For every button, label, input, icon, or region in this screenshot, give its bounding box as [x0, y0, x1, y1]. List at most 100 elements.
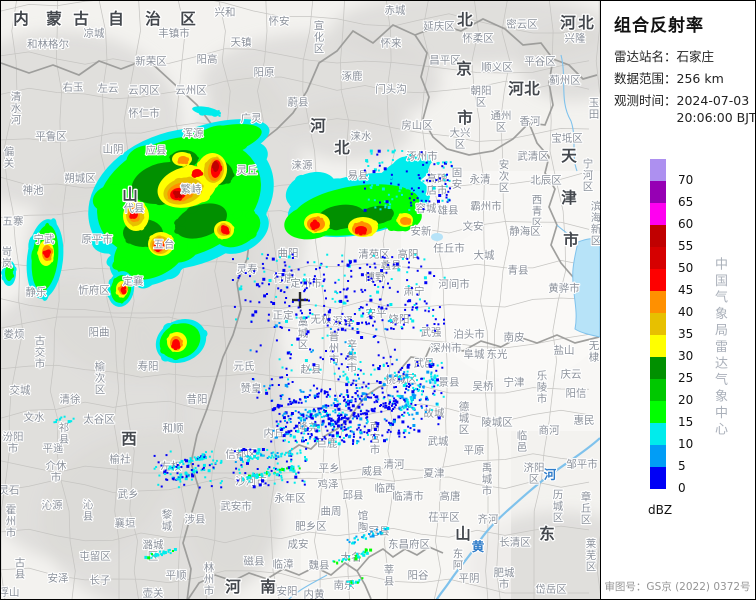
map-label: 寿阳 [138, 360, 159, 373]
map-label: 香河 [520, 116, 541, 128]
metadata-row: 观测时间： 2024-07-03 20:06:00 BJT [614, 93, 755, 127]
map-label: 武安市 [220, 500, 252, 513]
map-label: 区 [314, 43, 325, 55]
map-label: 安泽 [48, 572, 69, 585]
map-label: 邑 [517, 441, 528, 453]
map-label: 丰镇市 [158, 27, 190, 40]
map-label: 区 [581, 514, 592, 526]
map-label: 次 [95, 372, 106, 385]
field-value: 石家庄 [676, 49, 715, 64]
map-label: 元氏 [234, 361, 255, 373]
map-label: 屯留区 [79, 550, 111, 563]
map-label: 城 [459, 413, 470, 425]
map-label: 岚 [2, 257, 13, 269]
province-label: 治 [145, 9, 161, 28]
field-value: 256 km [676, 70, 724, 86]
map-label: 武城 [428, 435, 449, 448]
map-label: 古 [35, 334, 46, 347]
legend-swatch [650, 181, 666, 203]
map-label: 市 [537, 392, 548, 405]
field-label: 数据范围： [614, 70, 677, 86]
map-label: 深州市 [430, 342, 462, 355]
map-label: 雄县 [438, 204, 459, 217]
map-label: 河 [583, 170, 594, 182]
map-label: 魏县 [309, 559, 330, 572]
map-label: 兴和 [215, 7, 236, 19]
map-label: 黄骅市 [548, 282, 580, 295]
map-label: 城 [298, 328, 309, 340]
map-label: 和林格尔 [27, 38, 69, 51]
map-label: 高碑 [427, 172, 448, 185]
legend-value: 10 [678, 437, 694, 451]
map-label: 榆社 [110, 453, 131, 466]
map-label: 阿 [453, 559, 464, 571]
legend-swatch [650, 313, 666, 335]
watermark-text: 中国气象局雷达气象中心 [712, 257, 727, 439]
map-label: 古 [15, 556, 26, 569]
map-label: 章 [581, 490, 592, 503]
map-label: 文安 [463, 220, 484, 233]
map-label: 区 [586, 561, 597, 573]
map-label: 延庆区 [423, 20, 455, 33]
province-label: 蒙 [46, 9, 62, 28]
map-label: 永清 [470, 173, 491, 186]
map-label: 黎 [162, 508, 173, 521]
field-label: 雷达站名： [614, 49, 677, 64]
map-label: 茌平区 [428, 512, 460, 524]
province-label: 山 [455, 525, 471, 543]
metadata-row: 数据范围： 256 km [614, 70, 755, 88]
legend-swatch [650, 225, 666, 247]
radar-echoes [1, 106, 433, 363]
river-labels: 黄河 [471, 466, 558, 555]
province-label: 古 [73, 9, 89, 28]
legend-value: 60 [678, 217, 694, 231]
map-label: 区 [553, 512, 564, 524]
map-label: 店市 [427, 183, 448, 196]
map-label: 平遥 [43, 442, 64, 455]
map-label: 城 [553, 501, 564, 513]
map-label: 城 [162, 520, 173, 532]
province-label: 市 [457, 108, 473, 127]
map-label: 州 [204, 574, 215, 586]
map-label: 和顺 [163, 423, 184, 435]
map-label: 行唐 [274, 272, 295, 285]
map-label: 无极 [311, 313, 332, 326]
map-label: 丘 [581, 503, 592, 515]
legend-value: 5 [678, 459, 686, 473]
map-label: 次 [499, 170, 510, 183]
map-label: 容城 [416, 202, 437, 215]
map-label: 汾阳 [3, 431, 24, 443]
province-label: 内 [13, 9, 29, 28]
province-label: 北 [457, 11, 473, 29]
legend-swatch [650, 335, 666, 357]
map-label: 长子 [90, 575, 111, 587]
map-label: 长清区 [499, 536, 531, 549]
map-label: 五寨 [3, 215, 24, 228]
map-label: 霍 [6, 504, 17, 516]
map-label: 蔚县 [288, 97, 309, 109]
map-label: 浑源 [183, 127, 204, 140]
map-label: 成安 [288, 538, 309, 551]
legend-swatch [650, 379, 666, 401]
map-label: 凉城 [84, 27, 105, 40]
map-label: 祁 [59, 421, 70, 434]
map-label: 吴桥 [473, 381, 494, 393]
map-label: 东 [453, 547, 464, 560]
map-label: 宣 [314, 19, 325, 32]
map-label: 阳原 [254, 67, 275, 79]
legend-swatch [650, 467, 666, 489]
map-label: 阳曲 [89, 327, 110, 339]
map-label: 商河 [539, 424, 560, 437]
map-label: 禹 [482, 461, 493, 474]
map-label: 晋 [329, 331, 340, 343]
map-label: 东昌府区 [388, 538, 430, 551]
map-label: 区 [95, 384, 106, 396]
info-panel: 组合反射率 雷达站名： 石家庄 数据范围： 256 km 观测时间： 2024-07-03… [602, 1, 755, 599]
province-label: 河 [225, 577, 241, 596]
legend-swatch [650, 269, 666, 291]
map-label: 广灵 [241, 113, 262, 125]
map-label: 怀来 [381, 38, 402, 50]
map-label: 潞城 [143, 538, 164, 551]
map-label: 安新 [411, 225, 432, 238]
province-label: 市 [563, 230, 579, 249]
